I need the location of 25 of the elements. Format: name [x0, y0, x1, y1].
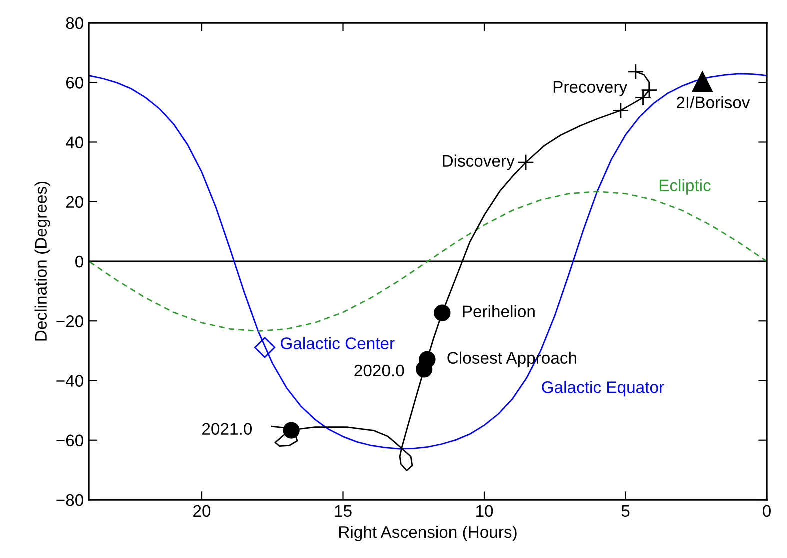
x-tick-label: 10 [476, 505, 494, 518]
x-tick-label: 0 [763, 505, 771, 518]
y-tick-label: 60 [66, 77, 84, 89]
x-tick-label: 5 [622, 505, 630, 518]
x-axis-title: Right Ascension (Hours) [340, 526, 517, 542]
annotation: Perihelion [463, 305, 535, 318]
y-tick-label: −60 [56, 434, 84, 447]
legend-label: 2I/Borisov [676, 96, 750, 109]
y-tick-label: −20 [56, 316, 84, 328]
annotation: Discovery [443, 154, 515, 170]
y-tick-label: −80 [56, 494, 84, 506]
y-tick-label: 20 [66, 196, 84, 208]
y-axis-title: Declination (Degrees) [34, 182, 50, 341]
series-label: Galactic Equator [542, 381, 664, 397]
annotation: 2021.0 [202, 423, 252, 436]
y-tick-label: −40 [56, 375, 84, 387]
y-tick-label: 0 [76, 256, 84, 268]
x-tick-label: 15 [335, 505, 352, 518]
x-tick-label: 20 [194, 505, 211, 518]
annotation: 2020.0 [354, 364, 404, 377]
y-tick-label: 40 [66, 136, 84, 148]
series-label: Galactic Center [281, 337, 395, 350]
annotation: Precovery [554, 81, 628, 96]
series-label: Ecliptic [660, 179, 711, 195]
y-tick-label: 80 [66, 17, 84, 30]
